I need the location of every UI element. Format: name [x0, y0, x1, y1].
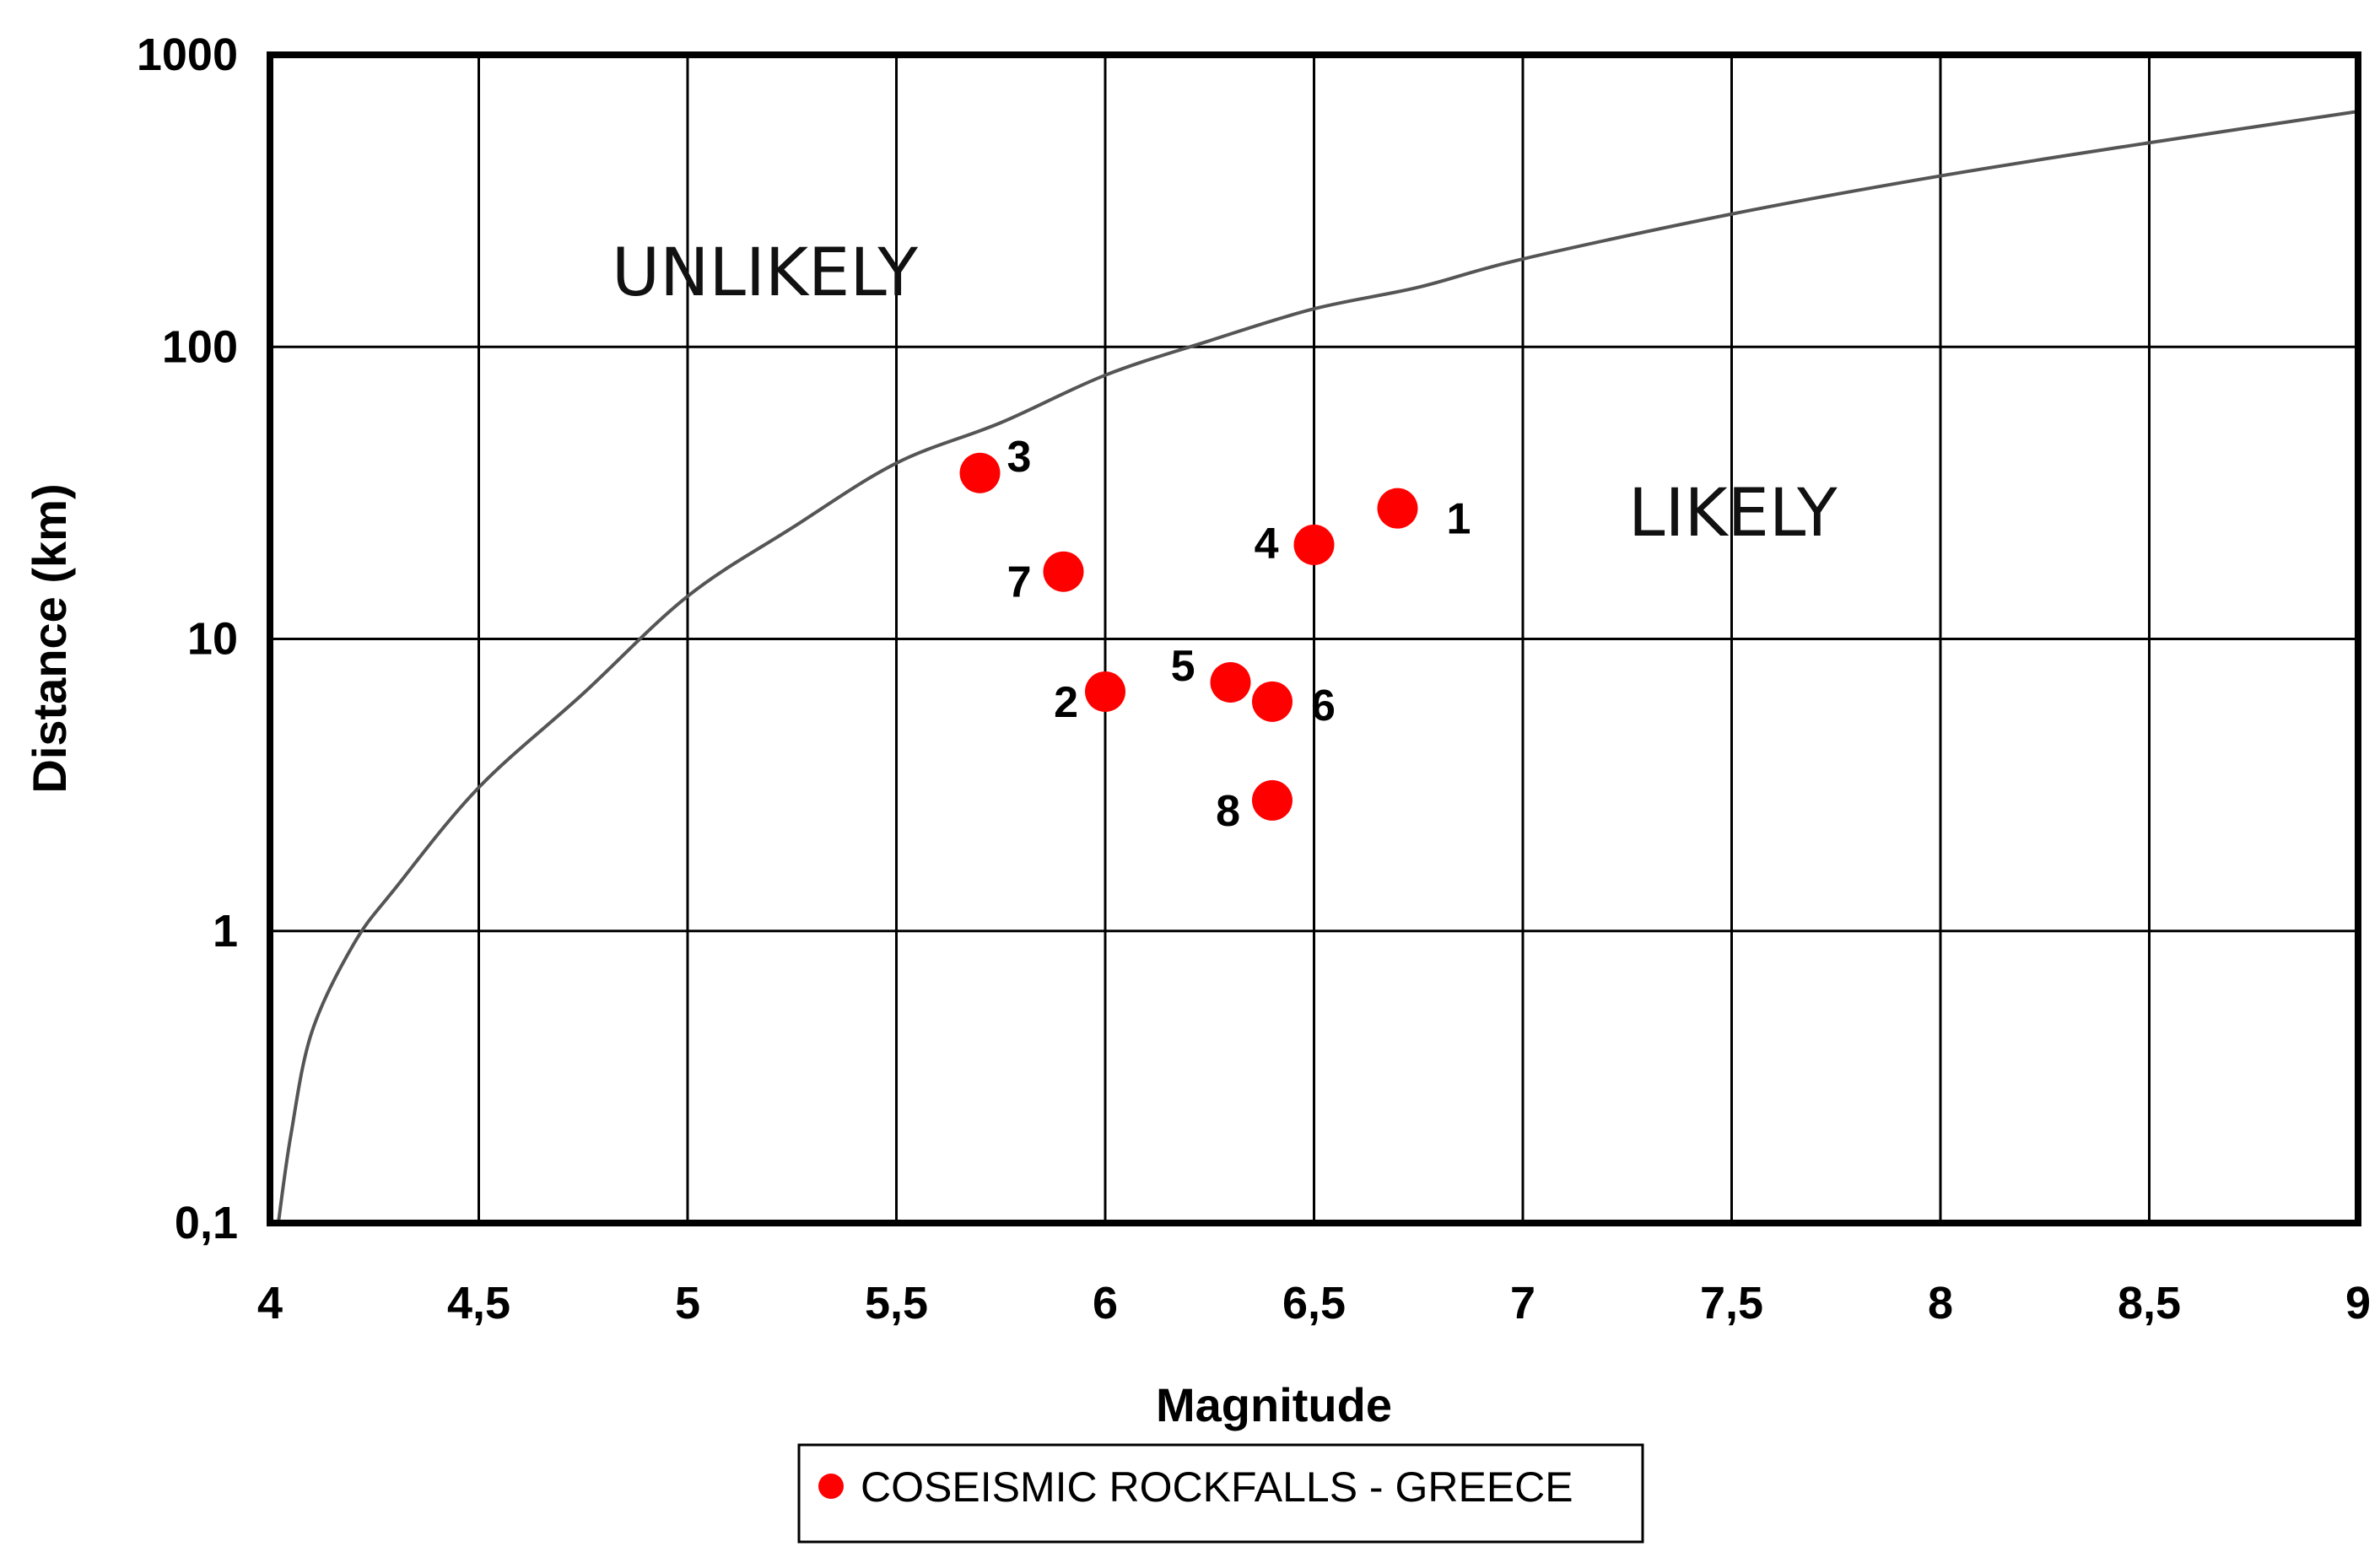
data-point-label-8: 8 — [1216, 787, 1240, 836]
data-point-6 — [1252, 681, 1293, 722]
data-point-label-6: 6 — [1311, 682, 1336, 730]
x-axis-ticks: 4 4,5 5 5,5 6 6,5 7 7,5 8 8,5 9 — [257, 1278, 2371, 1328]
y-axis-title: Distance (km) — [23, 483, 76, 793]
data-point-2 — [1085, 671, 1125, 712]
data-point-8 — [1252, 779, 1293, 821]
x-tick-label: 7 — [1510, 1278, 1535, 1328]
legend-box — [797, 1443, 1644, 1544]
y-tick-label: 1000 — [137, 30, 238, 80]
x-tick-label: 4 — [257, 1278, 283, 1328]
x-tick-label: 5 — [675, 1278, 700, 1328]
y-tick-label: 100 — [162, 321, 238, 372]
data-point-label-4: 4 — [1255, 520, 1279, 569]
data-point-3 — [959, 452, 1001, 493]
data-point-label-2: 2 — [1054, 678, 1078, 727]
region-label-unlikely: UNLIKELY — [612, 235, 918, 311]
data-point-5 — [1210, 662, 1251, 703]
x-tick-label: 4,5 — [447, 1278, 510, 1328]
data-point-1 — [1377, 488, 1418, 529]
x-axis-title: Magnitude — [1156, 1378, 1392, 1431]
y-tick-label: 10 — [187, 614, 238, 665]
data-point-label-3: 3 — [1007, 433, 1032, 482]
data-point-label-1: 1 — [1447, 495, 1471, 544]
x-tick-label: 6 — [1093, 1278, 1118, 1328]
legend: COSEISMIC ROCKFALLS - GREECE — [797, 1443, 1644, 1544]
x-tick-label: 9 — [2345, 1278, 2371, 1328]
plot-frame — [267, 51, 2361, 1226]
data-points: 1 2 3 4 5 6 7 8 — [959, 433, 1471, 836]
y-tick-label: 1 — [213, 906, 238, 957]
y-axis-ticks: 0,1 1 10 100 1000 — [137, 30, 238, 1248]
data-point-7 — [1043, 551, 1084, 592]
data-point-4 — [1293, 524, 1335, 565]
x-tick-label: 7,5 — [1700, 1278, 1763, 1328]
boundary-curve — [276, 110, 2359, 1224]
boundary-curve-line — [276, 110, 2359, 1224]
data-point-label-5: 5 — [1171, 642, 1195, 691]
x-tick-label: 8 — [1928, 1278, 1953, 1328]
y-tick-label: 0,1 — [175, 1198, 238, 1248]
legend-marker — [818, 1474, 844, 1499]
region-label-likely: LIKELY — [1628, 476, 1838, 552]
x-tick-label: 8,5 — [2118, 1278, 2181, 1328]
data-point-label-7: 7 — [1007, 558, 1032, 607]
legend-label: COSEISMIC ROCKFALLS - GREECE — [861, 1463, 1573, 1511]
x-tick-label: 5,5 — [865, 1278, 928, 1328]
x-tick-label: 6,5 — [1282, 1278, 1346, 1328]
grid — [268, 53, 2360, 1225]
